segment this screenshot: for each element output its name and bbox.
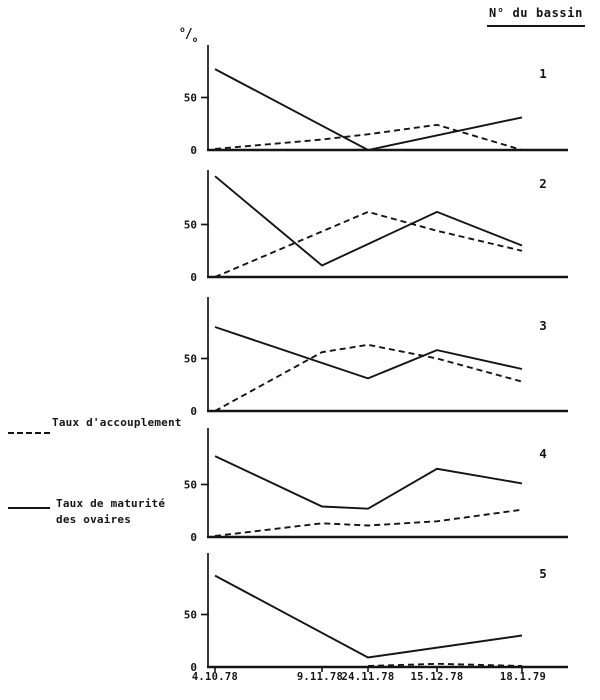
y-tick-label: 0 — [190, 271, 197, 284]
basin-column-header: N° du bassin — [487, 6, 585, 27]
solid-series-maturite — [214, 326, 523, 380]
percent-slash: / — [184, 27, 193, 42]
legend-label-maturite-line2: des ovaires — [56, 513, 132, 526]
dashed-series-accouplement — [214, 123, 523, 151]
x-tick-label-1: 9.11.78 — [296, 671, 344, 683]
x-axis-labels: 4.10.78 9.11.78 24.11.78 15.12.78 18.1.7… — [0, 671, 600, 687]
solid-series-maturite — [214, 455, 523, 510]
y-tick-label: 50 — [184, 479, 197, 492]
dashed-series-accouplement — [214, 210, 523, 278]
percent-sub: o — [192, 35, 198, 44]
basin-number: 5 — [539, 566, 547, 581]
legend-solid-line-sample — [8, 507, 50, 509]
dashed-series-accouplement — [367, 662, 523, 667]
y-tick-label: 50 — [184, 609, 197, 622]
basin-number: 3 — [539, 318, 547, 333]
solid-series-maturite — [214, 68, 523, 152]
y-tick-label: 50 — [184, 353, 197, 366]
percent-sup: o — [180, 25, 185, 34]
basin-chart-3: 0 50 3 — [184, 297, 568, 418]
y-tick-label: 0 — [190, 144, 197, 157]
basin-number: 1 — [539, 66, 547, 81]
basin-number: 2 — [539, 176, 547, 191]
legend-label-accouplement: Taux d'accouplement — [52, 416, 182, 429]
x-tick-label-4: 18.1.79 — [499, 671, 547, 683]
legend-label-maturite-line1: Taux de maturité — [56, 497, 166, 510]
basin-chart-2: 0 50 2 — [184, 170, 568, 284]
basin-chart-5: 0 50 5 — [184, 553, 568, 674]
x-tick-label-3: 15.12.78 — [410, 671, 464, 683]
legend-dashed-line-sample — [8, 432, 50, 434]
x-tick-label-0: 4.10.78 — [191, 671, 239, 683]
y-tick-label: 0 — [190, 405, 197, 418]
x-tick-label-2: 24.11.78 — [341, 671, 395, 683]
y-tick-label: 0 — [190, 661, 197, 674]
y-tick-label: 0 — [190, 531, 197, 544]
y-tick-label: 50 — [184, 219, 197, 232]
basin-chart-1: 0 50 1 — [184, 45, 568, 157]
y-tick-label: 50 — [184, 92, 197, 105]
solid-series-maturite — [214, 574, 523, 659]
dashed-series-accouplement — [214, 343, 523, 412]
solid-series-maturite — [214, 175, 523, 267]
basin-chart-4: 0 50 4 — [184, 428, 568, 544]
dashed-series-accouplement — [214, 508, 523, 537]
basin-number: 4 — [539, 446, 547, 461]
legend-label-maturite: Taux de maturité des ovaires — [56, 496, 165, 528]
y-axis-unit-label: o/o — [180, 25, 197, 44]
